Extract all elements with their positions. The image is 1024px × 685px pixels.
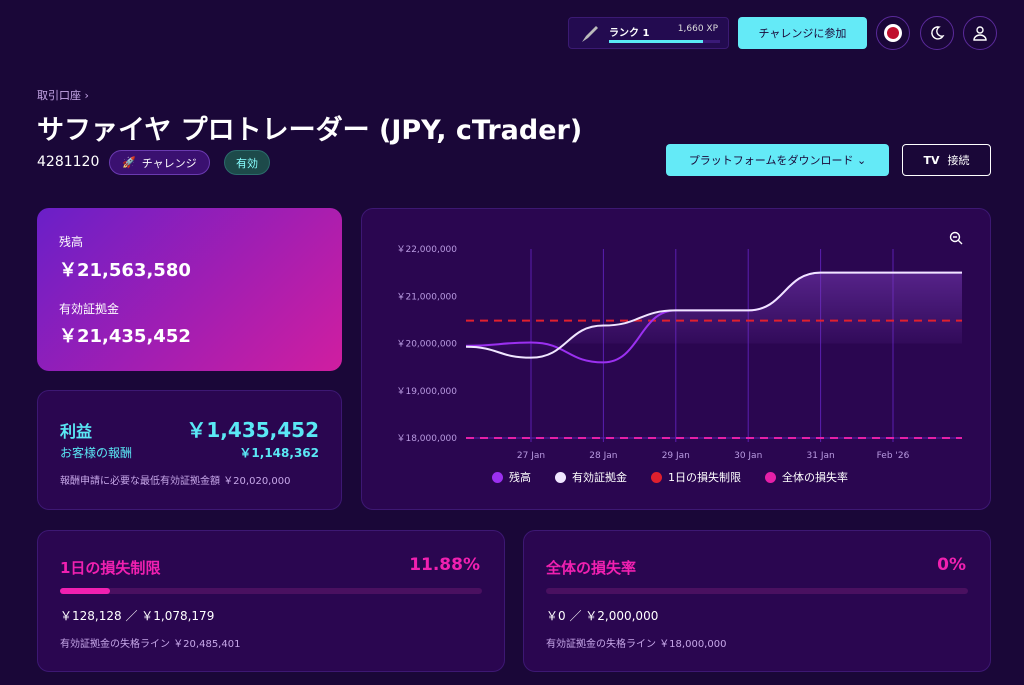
rocket-icon [582,26,598,42]
legend-item[interactable]: 有効証拠金 [555,469,627,485]
y-tick-label: ￥19,000,000 [396,387,457,397]
x-tick-label: 30 Jan [734,451,762,461]
challenge-badge-label: チャレンジ [141,156,197,170]
profit-label: 利益 [60,422,93,441]
legend-swatch [492,471,503,483]
balance-label: 残高 [59,235,84,249]
xp-progress [609,40,720,43]
reward-value: ￥1,148,362 [239,446,319,460]
connect-button[interactable]: TV 接続 [902,144,991,176]
daily-loss-progress [60,588,482,594]
challenge-badge: 🚀 チャレンジ [109,150,210,175]
y-tick-label: ￥20,000,000 [396,340,457,350]
tradingview-icon: TV [923,153,940,167]
user-menu-button[interactable] [963,16,997,50]
legend-item[interactable]: 残高 [492,469,531,485]
legend-item[interactable]: 全体の損失率 [765,469,848,485]
page-title: サファイヤ プロトレーダー (JPY, cTrader) [37,115,583,146]
rank-label: ランク 1 [609,28,650,39]
legend-label: 残高 [509,471,531,484]
chart-legend: 残高 有効証拠金 1日の損失制限 全体の損失率 [492,469,848,485]
balance-value: ￥21,563,580 [59,260,191,281]
y-tick-label: ￥21,000,000 [396,292,457,302]
fail-line-label: 有効証拠金の失格ライン [60,639,170,650]
fail-line-value: ￥20,485,401 [173,639,241,650]
total-loss-percent: 0% [937,555,966,575]
y-tick-label: ￥18,000,000 [396,434,457,444]
equity-chart: 27 Jan 28 Jan 29 Jan 30 Jan 31 Jan Feb '26 ￥22… [396,245,962,461]
x-tick-label: 27 Jan [517,451,545,461]
legend-swatch [555,471,566,483]
moon-icon [931,26,945,40]
total-loss-title: 全体の損失率 [546,559,637,577]
connect-label: 接続 [947,154,970,167]
min-equity-value: ￥20,020,000 [223,476,291,487]
join-challenge-button[interactable]: チャレンジに参加 [738,17,867,49]
total-loss-progress [546,588,968,594]
account-id: 4281120 [37,154,100,170]
theme-toggle-button[interactable] [920,16,954,50]
equity-label: 有効証拠金 [59,302,120,316]
rocket-icon: 🚀 [122,156,136,169]
fail-line-label: 有効証拠金の失格ライン [546,639,656,650]
fail-line-value: ￥18,000,000 [659,639,727,650]
daily-loss-title: 1日の損失制限 [60,559,161,577]
equity-area [466,272,962,358]
rank-widget[interactable]: ランク 1 1,660 XP [568,17,729,49]
equity-value: ￥21,435,452 [59,326,191,347]
legend-label: 全体の損失率 [782,471,848,484]
daily-loss-percent: 11.88% [409,555,480,575]
daily-loss-amounts: ￥128,128 ／ ￥1,078,179 [60,609,215,623]
xp-value: 1,660 XP [677,24,718,34]
legend-swatch [765,471,776,483]
total-loss-card: 全体の損失率 0% ￥0 ／ ￥2,000,000 有効証拠金の失格ライン ￥1… [523,530,991,672]
y-tick-label: ￥22,000,000 [396,245,457,255]
zoom-out-icon[interactable] [949,231,963,245]
x-tick-label: 28 Jan [589,451,617,461]
reward-label: お客様の報酬 [60,446,133,460]
equity-chart-card: 27 Jan 28 Jan 29 Jan 30 Jan 31 Jan Feb '26 ￥22… [361,208,991,510]
legend-swatch [651,471,662,483]
download-label: プラットフォームをダウンロード [688,154,854,167]
breadcrumb[interactable]: 取引口座 › [37,89,89,102]
profit-value: ￥1,435,452 [186,418,319,442]
x-tick-label: Feb '26 [877,451,910,461]
user-icon [973,26,987,41]
min-equity-label: 報酬申請に必要な最低有効証拠金額 [60,476,220,487]
status-badge: 有効 [224,150,270,175]
breadcrumb-link[interactable]: 取引口座 [37,89,81,102]
total-loss-amounts: ￥0 ／ ￥2,000,000 [546,609,659,623]
japan-flag-icon [884,24,902,42]
x-tick-label: 31 Jan [807,451,835,461]
equity-line [465,271,962,359]
legend-item[interactable]: 1日の損失制限 [651,469,741,485]
balance-card: 残高 ￥21,563,580 有効証拠金 ￥21,435,452 [37,208,342,371]
legend-label: 1日の損失制限 [668,471,741,484]
x-tick-label: 29 Jan [662,451,690,461]
profit-card: 利益 ￥1,435,452 お客様の報酬 ￥1,148,362 報酬申請に必要な… [37,390,342,510]
download-platform-button[interactable]: プラットフォームをダウンロード ⌄ [666,144,889,176]
legend-label: 有効証拠金 [572,471,627,484]
daily-loss-card: 1日の損失制限 11.88% ￥128,128 ／ ￥1,078,179 有効証… [37,530,505,672]
language-button[interactable] [876,16,910,50]
